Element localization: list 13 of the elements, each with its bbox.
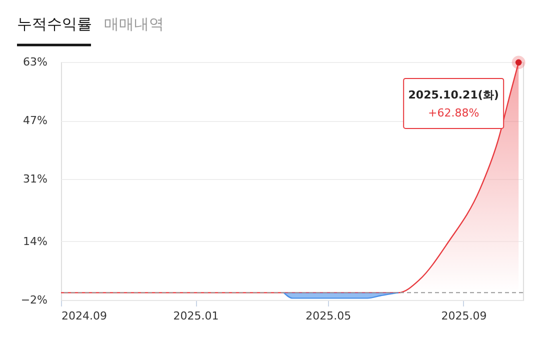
x-tick-label: 2025.05 [306, 310, 352, 322]
x-tick-label: 2024.09 [62, 310, 107, 322]
annotation: 2025.10.21(화) [408, 88, 499, 102]
x-tick-label: 2025.09 [441, 310, 487, 322]
y-tick-label: 63% [23, 56, 48, 68]
y-tick-label: −2% [20, 294, 48, 306]
annotation: +62.88% [428, 106, 480, 120]
chart-subtitle: 매매내역 [104, 15, 164, 33]
x-tick-label: 2025.01 [173, 310, 219, 322]
y-tick-label: 47% [23, 114, 48, 128]
y-tick-label: 31% [23, 172, 48, 186]
chart-title: 누적수익률 [17, 15, 92, 33]
y-tick-label: 14% [23, 234, 48, 248]
